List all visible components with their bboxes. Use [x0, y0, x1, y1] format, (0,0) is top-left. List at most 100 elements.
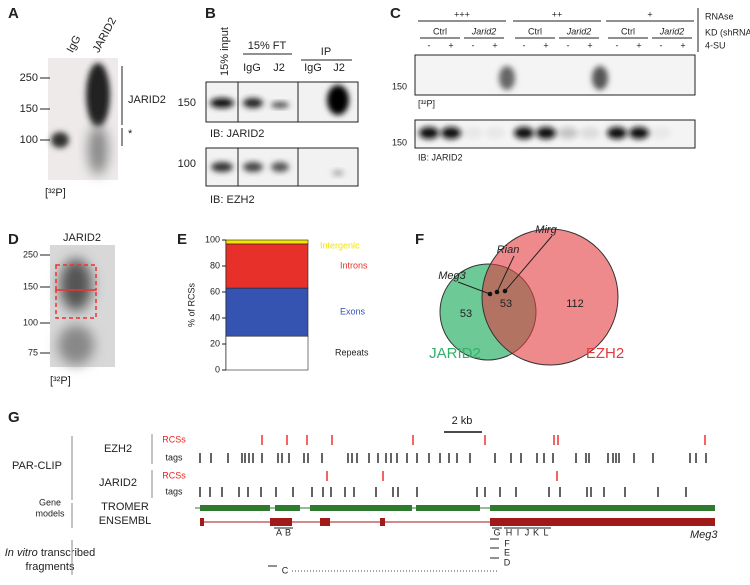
- track-label: RCSs: [162, 434, 186, 444]
- y-tick-label: 100: [205, 234, 220, 244]
- set-label: EZH2: [586, 345, 624, 362]
- segment-label: Repeats: [335, 347, 369, 357]
- band: [243, 98, 263, 108]
- fragments-title-rest: transcribed: [41, 547, 95, 559]
- band: [485, 127, 505, 139]
- su-label: -: [567, 40, 570, 50]
- band: [463, 127, 483, 139]
- venn-count: 53: [460, 308, 472, 320]
- band: [419, 127, 439, 139]
- track-label: RCSs: [162, 470, 186, 480]
- lane-label: J2: [333, 62, 345, 74]
- panel-b: B 15% input 15% FT IP IgG J2 IgG J2 150 …: [178, 5, 359, 206]
- panel-label: C: [390, 5, 401, 22]
- ib-label: IB: JARID2: [418, 152, 463, 162]
- rnase-level: +++: [454, 9, 470, 19]
- band: [514, 127, 534, 139]
- band-label: JARID2: [128, 94, 166, 106]
- y-tick-label: 80: [210, 260, 220, 270]
- caption: [³²P]: [418, 98, 435, 108]
- kd-label: Ctrl: [528, 26, 542, 36]
- lane-label: JARID2: [91, 16, 119, 55]
- su-label: -: [428, 40, 431, 50]
- exon: [200, 505, 270, 511]
- marker: 150: [178, 97, 196, 109]
- exon: [275, 505, 300, 511]
- y-axis-label: % of RCSs: [186, 282, 196, 327]
- marker: 100: [178, 158, 196, 170]
- band: [592, 66, 608, 90]
- fragment-label: K: [533, 527, 539, 537]
- su-label: +: [448, 40, 453, 50]
- kd-label: Jarid2: [471, 26, 497, 36]
- gene-models-label: Gene: [39, 497, 61, 507]
- blot-divider: [237, 148, 299, 186]
- band: [441, 127, 461, 139]
- fragments-title-italic: In vitro: [5, 547, 38, 559]
- band: [558, 127, 578, 139]
- segment-label: Intergenic: [320, 240, 360, 250]
- gene-label: Rian: [497, 244, 520, 256]
- panel-f: F 53 53 112 Meg3 Rian Mirg JARID2 EZH2: [415, 224, 624, 366]
- band: [60, 259, 92, 311]
- bar-segment: [225, 335, 309, 371]
- gene-models-label: models: [35, 508, 65, 518]
- caption: [³²P]: [50, 375, 71, 387]
- segment-label: Introns: [340, 260, 368, 270]
- fragment-label: C: [282, 565, 289, 575]
- lane-label: J2: [273, 62, 285, 74]
- fragment-label: H: [506, 527, 513, 537]
- segment-label: Exons: [340, 307, 366, 317]
- y-tick-label: 20: [210, 338, 220, 348]
- kd-label: Ctrl: [433, 26, 447, 36]
- cut-box: [55, 289, 97, 319]
- fragment-label: B: [285, 527, 291, 537]
- kd-label: Ctrl: [621, 26, 635, 36]
- su-label: -: [523, 40, 526, 50]
- set-label: JARID2: [429, 345, 481, 362]
- band: [51, 132, 69, 148]
- venn-count: 53: [500, 298, 512, 310]
- su-label: -: [616, 40, 619, 50]
- venn-count: 112: [566, 298, 584, 310]
- gene-dot: [487, 291, 493, 297]
- marker: 150: [20, 103, 38, 115]
- panel-label: F: [415, 231, 424, 248]
- panel-label: E: [177, 231, 187, 248]
- panel-label: D: [8, 231, 19, 248]
- panel-a: A IgG JARID2 250 150 100 JARID2 * [³²P]: [8, 5, 166, 199]
- gene-label: Meg3: [690, 529, 718, 541]
- fragments-title: fragments: [26, 561, 75, 573]
- track-label: ENSEMBL: [99, 515, 152, 527]
- marker: 150: [392, 81, 407, 91]
- marker: 100: [23, 317, 38, 327]
- bar-segment: [225, 287, 309, 337]
- kd-label: Jarid2: [659, 26, 685, 36]
- blot: [414, 54, 696, 96]
- y-tick-label: 0: [215, 364, 220, 374]
- marker-ticks: [40, 254, 50, 354]
- marker: 100: [20, 134, 38, 146]
- gene-label: Meg3: [438, 270, 466, 282]
- panel-g: G 2 kb PAR-CLIP EZH2 JARID2 RCSs tags RC…: [5, 409, 719, 575]
- ib-label: IB: JARID2: [210, 128, 264, 140]
- gene-label: Mirg: [535, 224, 557, 236]
- panel-label: G: [8, 409, 20, 426]
- marker: 75: [28, 347, 38, 357]
- band: [607, 127, 627, 139]
- lane-label: IgG: [243, 62, 261, 74]
- band: [271, 102, 289, 108]
- su-label: +: [587, 40, 592, 50]
- marker: 150: [23, 281, 38, 291]
- gene-pointer: [496, 255, 515, 293]
- ib-label: IB: EZH2: [210, 194, 255, 206]
- gene-pointer: [504, 235, 553, 292]
- blot-divider: [237, 82, 299, 122]
- su-label: +: [543, 40, 548, 50]
- band: [88, 125, 108, 175]
- exon: [380, 518, 385, 526]
- panel-label: A: [8, 5, 19, 22]
- venn-set: [481, 228, 619, 366]
- band: [536, 127, 556, 139]
